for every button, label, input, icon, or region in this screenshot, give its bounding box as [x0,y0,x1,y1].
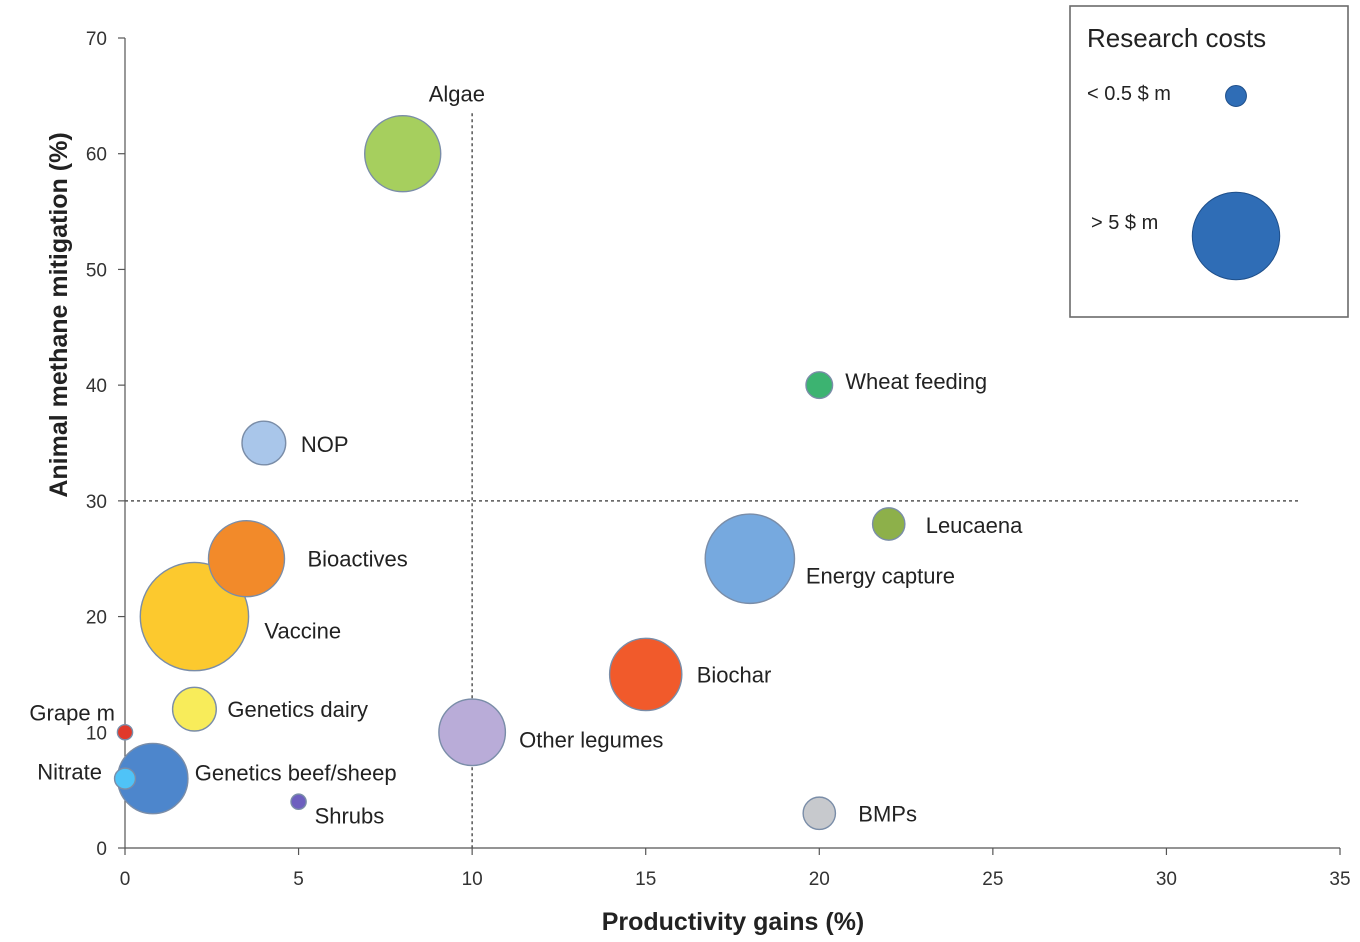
label-nop: NOP [301,432,349,457]
x-tick-label: 15 [635,869,656,890]
bubble-biochar [608,637,683,712]
bubble-bioactives [207,520,286,598]
bubble-grape-m [116,723,134,741]
bubble-energy-capture [704,513,796,605]
legend-title: Research costs [1087,23,1266,53]
legend: Research costs < 0.5 $ m > 5 $ m [1069,5,1349,318]
bubbles [113,115,906,831]
bubble-shrubs [290,793,307,811]
axes: 0 10 20 30 40 50 60 70 0 5 10 15 20 25 30 35 [86,29,1351,890]
x-tick-label: 20 [809,869,830,890]
legend-entry-small-marker [1225,85,1247,107]
label-energy-capture: Energy capture [806,564,955,589]
y-tick-label: 70 [86,29,107,50]
y-tick-label: 20 [86,608,107,629]
label-shrubs: Shrubs [315,804,385,829]
legend-entry-large-label: > 5 $ m [1091,212,1158,234]
x-tick-label: 0 [120,869,131,890]
bubble-vaccine [139,561,250,672]
legend-entry-large-marker [1191,191,1281,281]
y-tick-label: 0 [96,839,107,860]
bubble-labels: Algae Wheat feeding NOP Leucaena Bioactives E… [29,82,1023,829]
x-axis-title: Productivity gains (%) [602,908,865,936]
label-vaccine: Vaccine [264,619,341,644]
label-grape-m: Grape m [29,700,115,725]
label-bioactives: Bioactives [308,547,408,572]
bubble-genetics-dairy [171,686,217,732]
y-tick-label: 50 [86,260,107,281]
y-tick-label: 10 [86,723,107,744]
label-nitrate: Nitrate [37,760,102,785]
bubble-bmps [802,796,837,831]
bubble-algae [364,115,442,193]
x-tick-label: 5 [293,869,304,890]
label-genetics-dairy: Genetics dairy [227,697,368,722]
x-tick-label: 35 [1329,869,1350,890]
label-other-legumes: Other legumes [519,727,663,752]
label-leucaena: Leucaena [926,513,1023,538]
y-axis-title: Animal methane mitigation (%) [45,132,73,497]
bubble-nop [241,420,287,466]
x-tick-label: 30 [1156,869,1177,890]
x-tick-label: 10 [462,869,483,890]
label-algae: Algae [429,82,485,107]
y-tick-label: 60 [86,145,107,166]
x-tick-label: 25 [982,869,1003,890]
label-bmps: BMPs [858,801,917,826]
y-tick-label: 30 [86,492,107,513]
bubble-leucaena [871,507,906,541]
bubble-wheat-feeding [805,371,834,400]
bubble-nitrate [113,767,137,790]
label-wheat-feeding: Wheat feeding [845,369,987,394]
label-biochar: Biochar [697,662,772,687]
bubble-other-legumes [438,698,507,767]
legend-entry-small-label: < 0.5 $ m [1087,83,1171,105]
y-tick-label: 40 [86,376,107,397]
label-genetics-beef-sheep: Genetics beef/sheep [195,761,397,786]
